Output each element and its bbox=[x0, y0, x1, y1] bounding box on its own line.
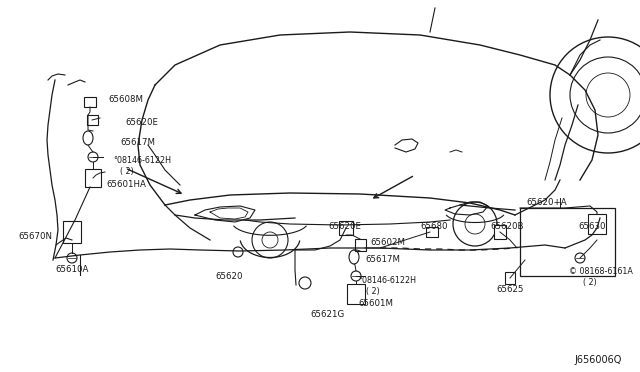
Text: 65601M: 65601M bbox=[358, 299, 393, 308]
Text: ( 2): ( 2) bbox=[120, 167, 134, 176]
Text: 65620E: 65620E bbox=[125, 118, 158, 127]
Bar bbox=[86, 115, 97, 125]
Circle shape bbox=[67, 253, 77, 263]
Text: 65620B: 65620B bbox=[490, 222, 524, 231]
Text: 65621G: 65621G bbox=[310, 310, 344, 319]
Text: 65617M: 65617M bbox=[120, 138, 155, 147]
Text: 65620E: 65620E bbox=[328, 222, 361, 231]
Text: ( 2): ( 2) bbox=[366, 287, 380, 296]
Text: 65602M: 65602M bbox=[370, 238, 405, 247]
Bar bbox=[84, 97, 96, 107]
Text: 65620: 65620 bbox=[215, 272, 243, 281]
Text: 65617M: 65617M bbox=[365, 255, 400, 264]
Bar bbox=[588, 214, 606, 234]
Bar bbox=[339, 221, 353, 235]
Bar bbox=[520, 208, 615, 276]
Text: 65620+A: 65620+A bbox=[526, 198, 566, 207]
Text: 65630: 65630 bbox=[578, 222, 605, 231]
Bar bbox=[347, 284, 365, 304]
Circle shape bbox=[299, 277, 311, 289]
Bar bbox=[63, 221, 81, 243]
Text: ( 2): ( 2) bbox=[583, 278, 596, 287]
Bar bbox=[494, 225, 506, 239]
Circle shape bbox=[233, 247, 243, 257]
Text: 65608M: 65608M bbox=[108, 95, 143, 104]
Bar bbox=[355, 239, 365, 251]
Circle shape bbox=[575, 253, 585, 263]
Text: © 08168-6161A: © 08168-6161A bbox=[569, 267, 633, 276]
Text: 65670N: 65670N bbox=[18, 232, 52, 241]
Bar bbox=[85, 169, 101, 187]
Text: 65610A: 65610A bbox=[55, 265, 88, 274]
Text: °08146-6122H: °08146-6122H bbox=[358, 276, 416, 285]
Text: J656006Q: J656006Q bbox=[574, 355, 621, 365]
Text: 65680: 65680 bbox=[420, 222, 447, 231]
Text: 65625: 65625 bbox=[496, 285, 524, 294]
Circle shape bbox=[351, 271, 361, 281]
Text: °08146-6122H: °08146-6122H bbox=[113, 156, 171, 165]
Bar bbox=[426, 227, 438, 237]
Circle shape bbox=[88, 152, 98, 162]
Text: 65601HA: 65601HA bbox=[106, 180, 146, 189]
Bar bbox=[505, 272, 515, 284]
